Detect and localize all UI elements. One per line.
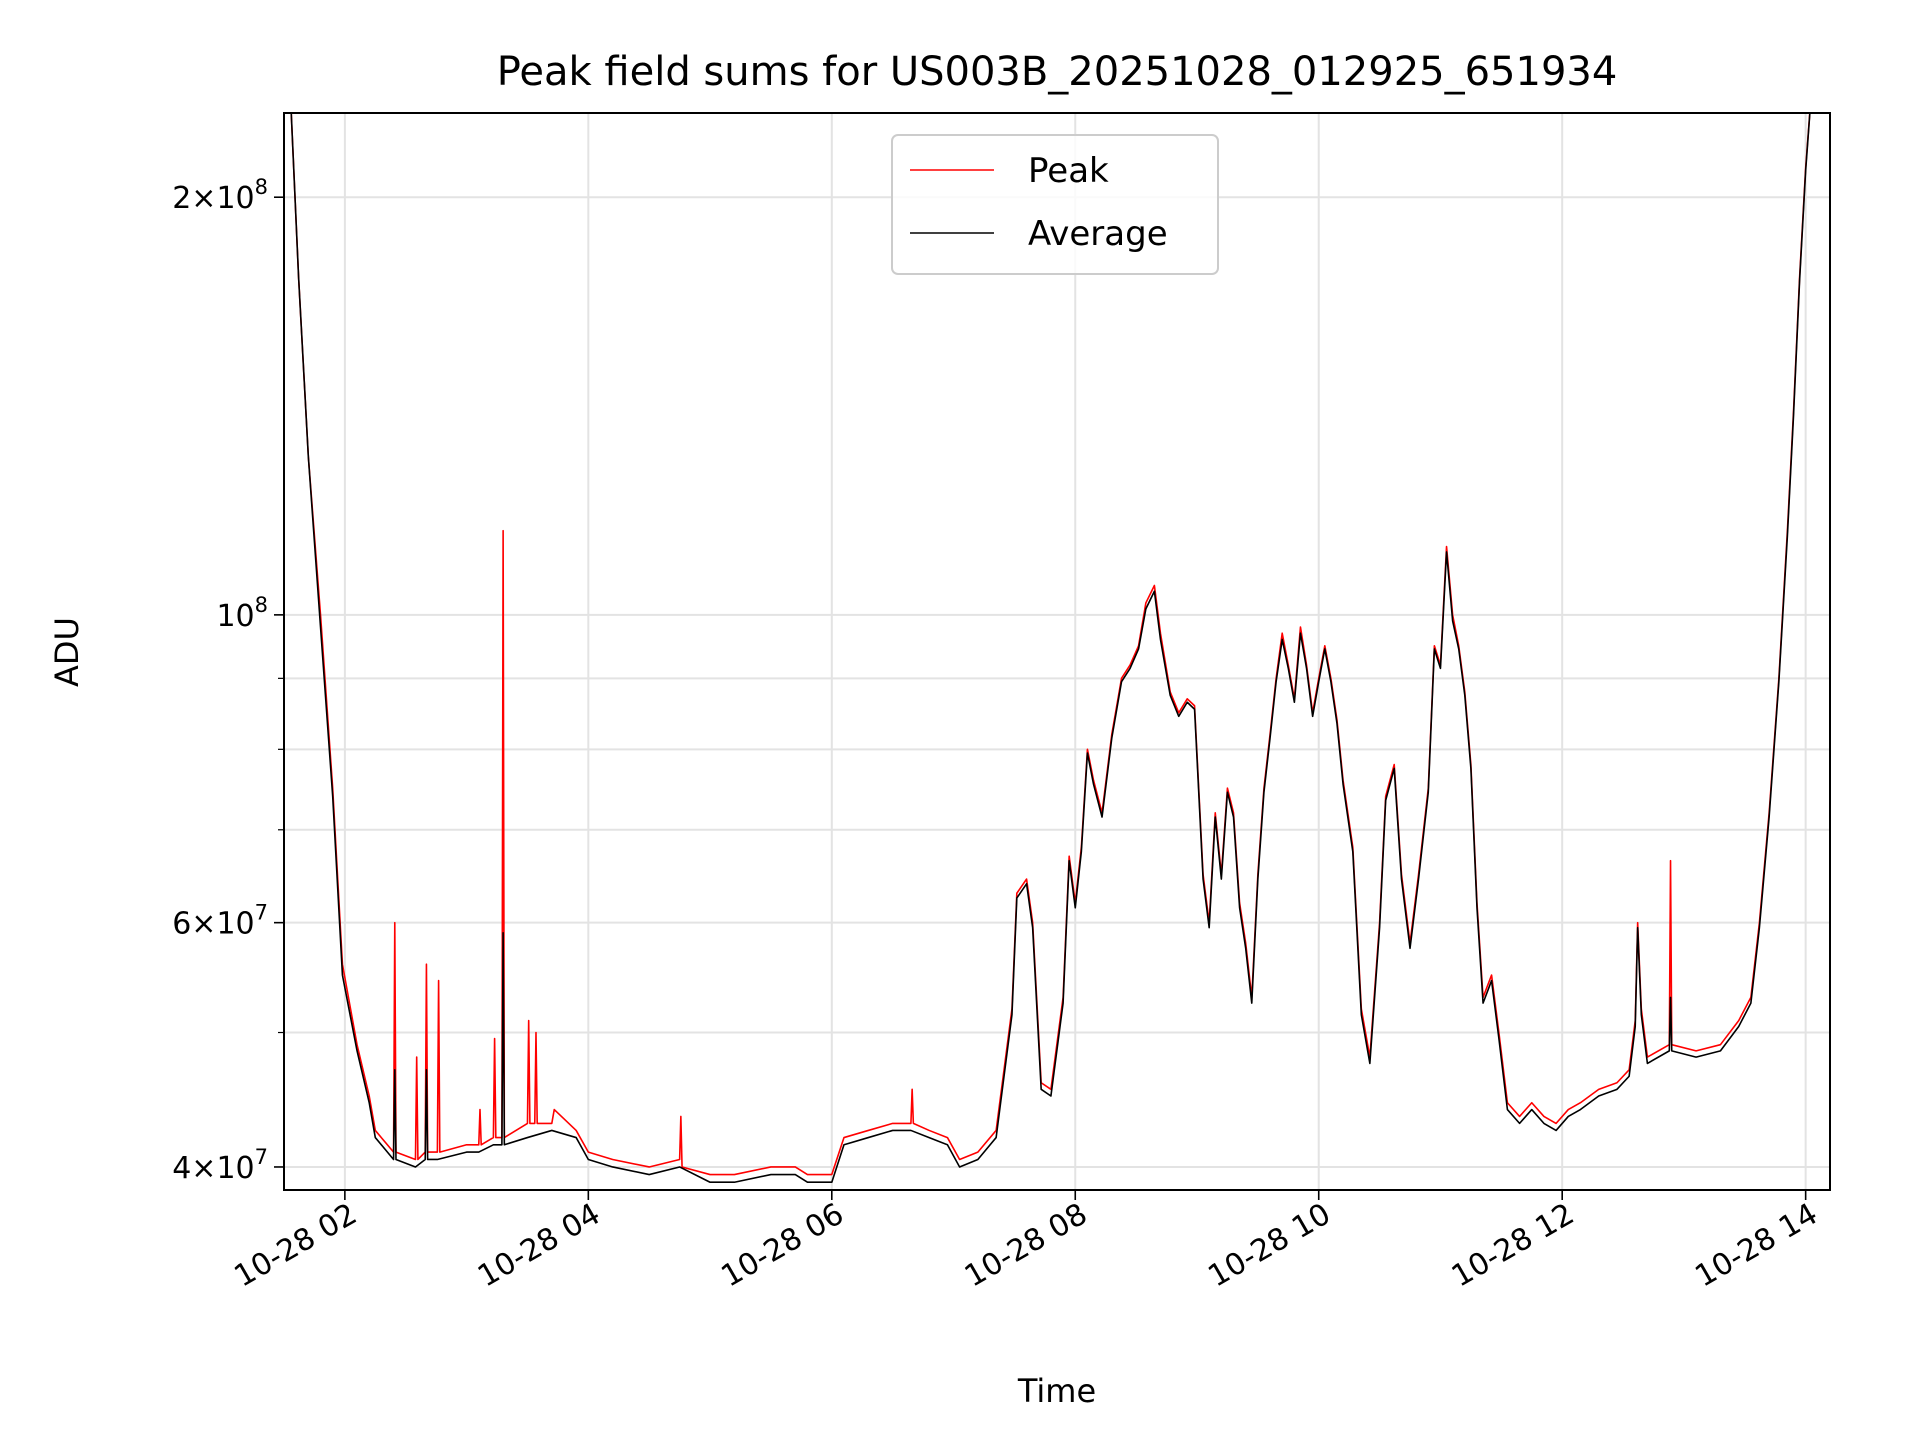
y-tick-label: 6×107 — [172, 901, 268, 942]
legend-label-peak: Peak — [1028, 151, 1109, 191]
legend-label-average: Average — [1028, 214, 1168, 254]
ticks — [274, 196, 1807, 1200]
chart-title: Peak field sums for US003B_20251028_0129… — [497, 49, 1618, 95]
y-tick-label: 108 — [216, 593, 268, 634]
y-tick-labels: 4×107 6×107 108 2×108 — [172, 175, 268, 1186]
series-line-average — [290, 113, 1811, 1184]
y-tick-label: 2×108 — [172, 175, 268, 216]
y-tick-label: 4×107 — [172, 1145, 268, 1186]
y-axis-label: ADU — [48, 617, 86, 687]
plot-frame — [283, 112, 1831, 1191]
series-layer — [290, 113, 1811, 1184]
legend: Peak Average — [891, 134, 1219, 275]
series-line-peak — [290, 113, 1811, 1176]
x-axis-label: Time — [1017, 1372, 1096, 1410]
